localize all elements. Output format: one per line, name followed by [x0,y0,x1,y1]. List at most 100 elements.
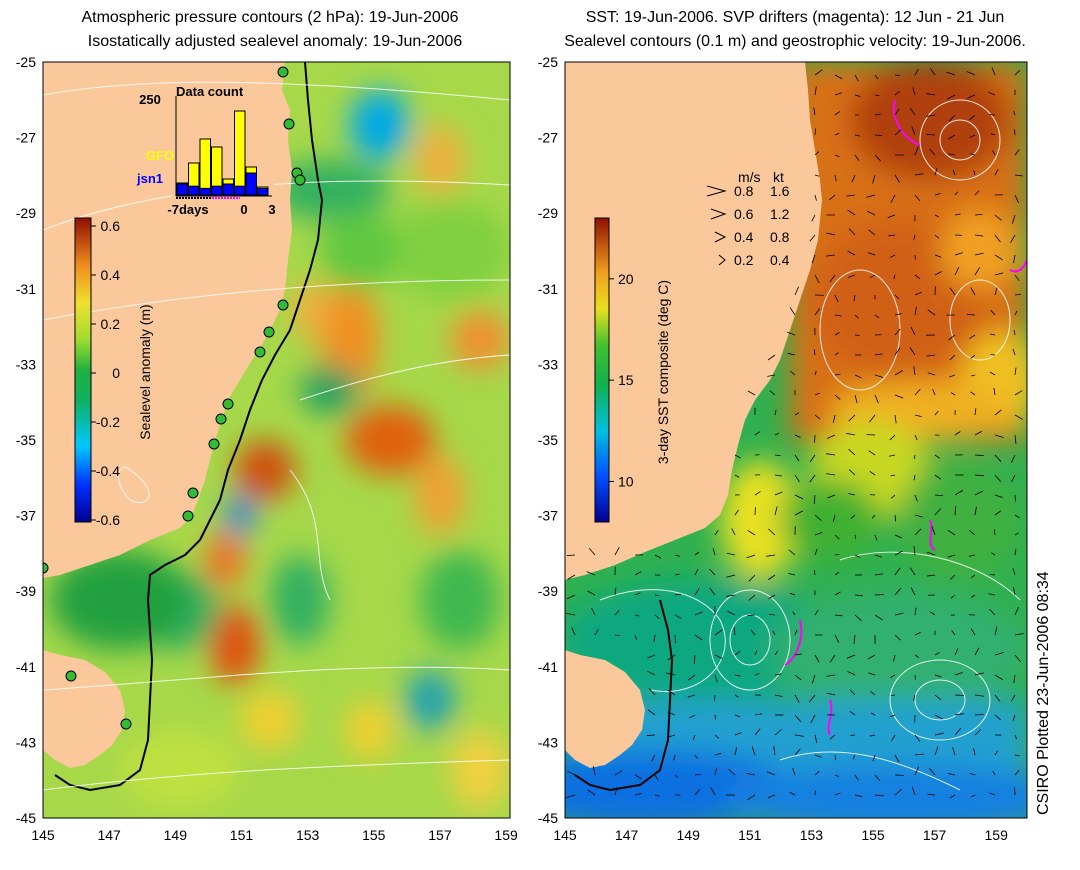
velocity-vector [768,528,776,536]
velocity-vector [990,309,996,316]
velocity-vector [950,392,956,396]
longitude-label: 157 [923,827,947,843]
velocity-vector [854,94,861,97]
velocity-vector [973,170,976,176]
latitude-label: -39 [538,583,558,599]
velocity-vector [846,432,856,436]
velocity-vector [714,654,723,659]
velocity-vector [967,94,976,99]
velocity-vector [913,454,916,460]
velocity-vector [914,528,922,536]
velocity-vector [954,431,961,436]
velocity-vector [874,314,880,319]
velocity-vector [954,490,963,496]
velocity-vector [1014,754,1021,757]
velocity-vector [566,594,576,600]
velocity-vector [970,153,976,156]
velocity-vector [567,574,576,580]
velocity-vector [894,313,902,316]
velocity-vector [1014,274,1020,282]
velocity-vector [1014,514,1020,519]
velocity-vector [971,574,976,579]
velocity-vector [787,352,796,356]
velocity-vector [994,434,1004,438]
velocity-vector [826,692,836,696]
velocity-vector [694,634,703,641]
longitude-label: 159 [494,827,518,843]
velocity-vector [768,594,776,599]
velocity-vector [930,68,936,76]
velocity-vector [874,794,884,797]
velocity-vector [1013,330,1016,336]
velocity-vector [874,74,879,80]
velocity-vector [934,508,942,516]
velocity-vector [813,494,816,504]
velocity-vector [1014,494,1016,502]
sst-colorbar-label: 3-day SST composite (deg C) [655,280,671,464]
velocity-vector [1013,254,1016,264]
velocity-vector [667,711,676,716]
velocity-vector [1014,549,1017,556]
velocity-vector [989,609,996,616]
velocity-vector [932,388,936,396]
velocity-vector [728,768,736,776]
velocity-vector [926,93,936,96]
velocity-vector [868,672,876,676]
velocity-vector [974,694,984,697]
velocity-vector [814,548,818,556]
velocity-vector [894,294,900,300]
velocity-vector [909,567,916,576]
inset-bar-jsn1 [234,185,246,196]
velocity-vector [674,593,682,596]
velocity-vector [934,214,940,218]
velocity-vector [774,409,777,416]
sealevel-colorbar: 0.6 0.4 0.2 0 -0.2 -0.4 -0.6 Sealevel anomaly … [74,217,153,528]
velocity-vector [974,430,983,436]
velocity-vector [651,754,656,762]
velocity-vector [1012,568,1016,576]
velocity-vector [914,388,921,396]
latitude-label: -33 [538,356,558,372]
velocity-vector [814,654,820,663]
velocity-vector [814,392,820,396]
velocity-vector [970,287,976,296]
velocity-vector [692,734,696,740]
latitude-label: -35 [538,432,558,448]
velocity-vector [994,694,1001,702]
velocity-vector [794,454,800,462]
speed-legend-kt: 1.6 [770,183,790,199]
velocity-vector [894,174,900,183]
velocity-vector [929,148,936,156]
velocity-vector [970,594,976,598]
velocity-vector [867,654,876,660]
velocity-vector [848,448,856,456]
velocity-vector [767,794,776,799]
velocity-vector [774,432,779,436]
velocity-vector [854,594,863,597]
velocity-vector [967,314,976,316]
velocity-vector [854,794,863,798]
velocity-vector [913,366,916,376]
longitude-label: 157 [428,827,452,843]
velocity-vector [853,294,856,302]
velocity-vector [1014,310,1018,316]
velocity-vector [792,767,796,776]
velocity-vector [968,530,976,536]
velocity-vector [894,612,904,616]
velocity-vector [673,754,676,761]
velocity-vector [834,591,841,596]
velocity-vector [891,494,896,499]
velocity-vector [1011,214,1016,224]
velocity-vector [871,712,876,716]
velocity-vector [734,714,741,718]
velocity-vector [927,793,936,796]
latitude-label: -25 [538,54,558,70]
velocity-vector [1013,110,1016,116]
velocity-vector [809,454,816,463]
velocity-vector [991,67,996,76]
velocity-vector [734,674,741,677]
velocity-vector [869,470,876,476]
velocity-vector [971,794,976,798]
velocity-vector [851,174,856,183]
velocity-vector [647,709,656,716]
